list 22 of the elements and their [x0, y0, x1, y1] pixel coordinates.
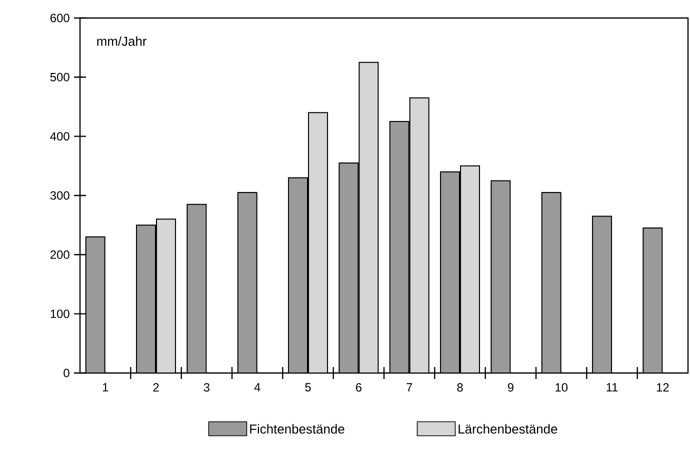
x-tick-label: 9	[508, 383, 514, 392]
x-tick-label: 10	[556, 383, 568, 392]
x-tick-label: 2	[153, 383, 159, 392]
x-tick-label: 3	[204, 383, 210, 392]
y-tick-label: 500	[50, 72, 70, 82]
y-tick-label: 600	[50, 14, 70, 22]
x-tick-label: 8	[457, 383, 463, 392]
y-tick-label: 0	[64, 368, 70, 378]
x-tick-label: 6	[356, 383, 362, 392]
y-tick-label: 300	[50, 191, 70, 200]
legend-label: Lärchenbestände	[458, 424, 558, 434]
x-tick-label: 12	[656, 383, 669, 392]
x-tick-label: 1	[102, 383, 108, 392]
x-tick-label: 7	[406, 383, 412, 392]
legend-label: Fichtenbestände	[250, 424, 344, 434]
x-tick-label: 5	[305, 383, 311, 392]
y-tick-label: 100	[50, 310, 70, 318]
y-tick-label: 400	[50, 132, 70, 141]
y-axis-title: mm/Jahr	[97, 36, 147, 46]
x-tick-label: 4	[254, 383, 260, 392]
x-tick-label: 11	[606, 383, 618, 392]
y-tick-label: 200	[50, 250, 70, 259]
